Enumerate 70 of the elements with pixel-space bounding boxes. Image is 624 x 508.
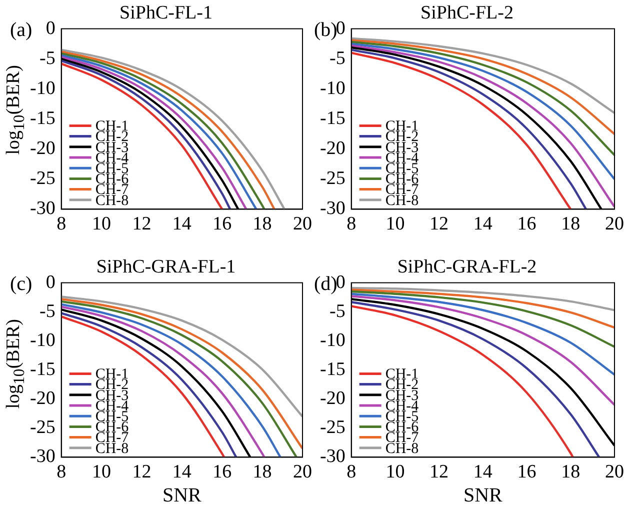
text: (c) bbox=[10, 273, 32, 296]
x-tick-label: 10 bbox=[92, 462, 112, 483]
y-tick-label: -10 bbox=[320, 330, 346, 351]
y-tick-label: -25 bbox=[320, 168, 346, 190]
y-tick-label: -10 bbox=[30, 330, 56, 351]
chart-title: SiPhC-GRA-FL-1 bbox=[96, 256, 236, 278]
x-tick-label: 14 bbox=[172, 462, 192, 483]
y-tick-label: -10 bbox=[320, 78, 346, 99]
x-tick-label: 8 bbox=[346, 214, 356, 235]
y-tick-label: 0 bbox=[46, 18, 56, 39]
x-tick-label: 12 bbox=[132, 462, 152, 483]
x-tick-label: 18 bbox=[252, 214, 272, 235]
chart-title: SiPhC-FL-2 bbox=[420, 2, 514, 24]
x-tick-label: 20 bbox=[605, 462, 624, 483]
x-tick-label: 10 bbox=[386, 214, 405, 235]
x-tick-label: 20 bbox=[293, 214, 312, 235]
y-tick-label: -5 bbox=[40, 48, 56, 69]
y-tick-label: -25 bbox=[30, 168, 56, 190]
x-tick-label: 8 bbox=[56, 462, 66, 483]
x-axis-title: SNR bbox=[162, 484, 202, 506]
y-tick-label: -15 bbox=[30, 108, 56, 129]
x-tick-label: 20 bbox=[293, 462, 312, 483]
x-tick-label: 18 bbox=[252, 462, 272, 483]
x-tick-label: 14 bbox=[473, 462, 493, 483]
y-tick-label: -25 bbox=[30, 417, 56, 438]
y-tick-label: 0 bbox=[336, 272, 346, 293]
text: (b) bbox=[314, 19, 338, 42]
x-tick-label: 14 bbox=[172, 214, 192, 235]
y-tick-label: -20 bbox=[320, 138, 346, 160]
text: (d) bbox=[314, 273, 338, 296]
y-tick-label: -20 bbox=[320, 388, 346, 410]
y-tick-label: -5 bbox=[330, 300, 346, 322]
x-tick-label: 10 bbox=[92, 214, 112, 235]
x-tick-label: 16 bbox=[212, 214, 232, 235]
x-tick-label: 10 bbox=[386, 462, 405, 483]
x-tick-label: 20 bbox=[605, 214, 624, 235]
text: (a) bbox=[10, 19, 32, 42]
line-series bbox=[351, 290, 614, 348]
y-tick-label: -30 bbox=[320, 446, 346, 468]
x-tick-label: 18 bbox=[561, 462, 580, 483]
x-tick-label: 12 bbox=[132, 214, 152, 235]
y-tick-label: 0 bbox=[336, 18, 346, 39]
x-tick-label: 8 bbox=[346, 462, 356, 483]
y-tick-label: -20 bbox=[30, 138, 56, 160]
y-tick-label: -10 bbox=[30, 78, 56, 99]
x-tick-label: 18 bbox=[561, 214, 580, 235]
x-tick-label: 12 bbox=[430, 462, 449, 483]
y-tick-label: -30 bbox=[30, 198, 56, 220]
y-tick-label: -25 bbox=[320, 417, 346, 438]
x-tick-label: 8 bbox=[56, 214, 66, 235]
x-tick-label: 16 bbox=[212, 462, 232, 483]
x-axis-title: SNR bbox=[463, 484, 504, 506]
y-tick-label: -5 bbox=[330, 48, 346, 69]
chart-title: SiPhC-GRA-FL-2 bbox=[397, 256, 537, 278]
y-tick-label: -15 bbox=[30, 358, 56, 380]
y-tick-label: 0 bbox=[46, 272, 56, 293]
y-tick-label: -15 bbox=[320, 358, 346, 380]
line-series bbox=[351, 37, 614, 114]
y-tick-label: -5 bbox=[40, 300, 56, 322]
chart-title: SiPhC-FL-1 bbox=[120, 2, 212, 24]
line-series bbox=[351, 286, 614, 312]
x-tick-label: 16 bbox=[517, 214, 536, 235]
x-tick-label: 16 bbox=[517, 462, 536, 483]
line-series bbox=[351, 288, 614, 329]
x-tick-label: 14 bbox=[473, 214, 493, 235]
x-tick-label: 12 bbox=[430, 214, 449, 235]
y-tick-label: -30 bbox=[320, 198, 346, 220]
y-tick-label: -15 bbox=[320, 108, 346, 129]
y-tick-label: -30 bbox=[30, 446, 56, 468]
y-tick-label: -20 bbox=[30, 388, 56, 410]
